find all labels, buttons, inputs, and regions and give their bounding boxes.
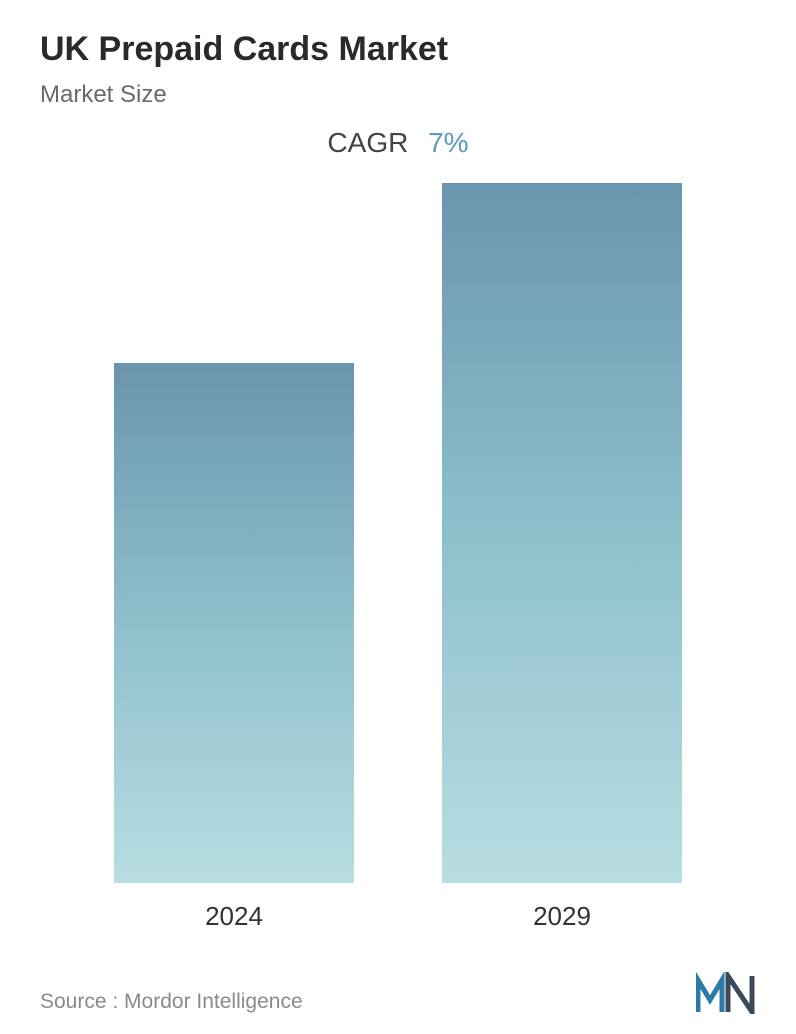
footer: Source : Mordor Intelligence [40, 942, 756, 1014]
chart-area: 2024 2029 [40, 179, 756, 942]
bar-0 [114, 363, 354, 883]
bar-1 [442, 183, 682, 883]
bar-group-0: 2024 [114, 363, 354, 932]
brand-logo [696, 972, 756, 1014]
bar-label-0: 2024 [205, 901, 263, 932]
source-text: Source : Mordor Intelligence [40, 990, 303, 1014]
cagr-value: 7% [428, 127, 468, 158]
chart-container: UK Prepaid Cards Market Market Size CAGR… [0, 0, 796, 1034]
bar-label-1: 2029 [533, 901, 591, 932]
bar-group-1: 2029 [442, 183, 682, 932]
page-title: UK Prepaid Cards Market [40, 30, 756, 69]
page-subtitle: Market Size [40, 81, 756, 109]
cagr-row: CAGR 7% [40, 127, 756, 159]
cagr-label: CAGR [327, 127, 408, 158]
logo-icon [696, 972, 756, 1014]
